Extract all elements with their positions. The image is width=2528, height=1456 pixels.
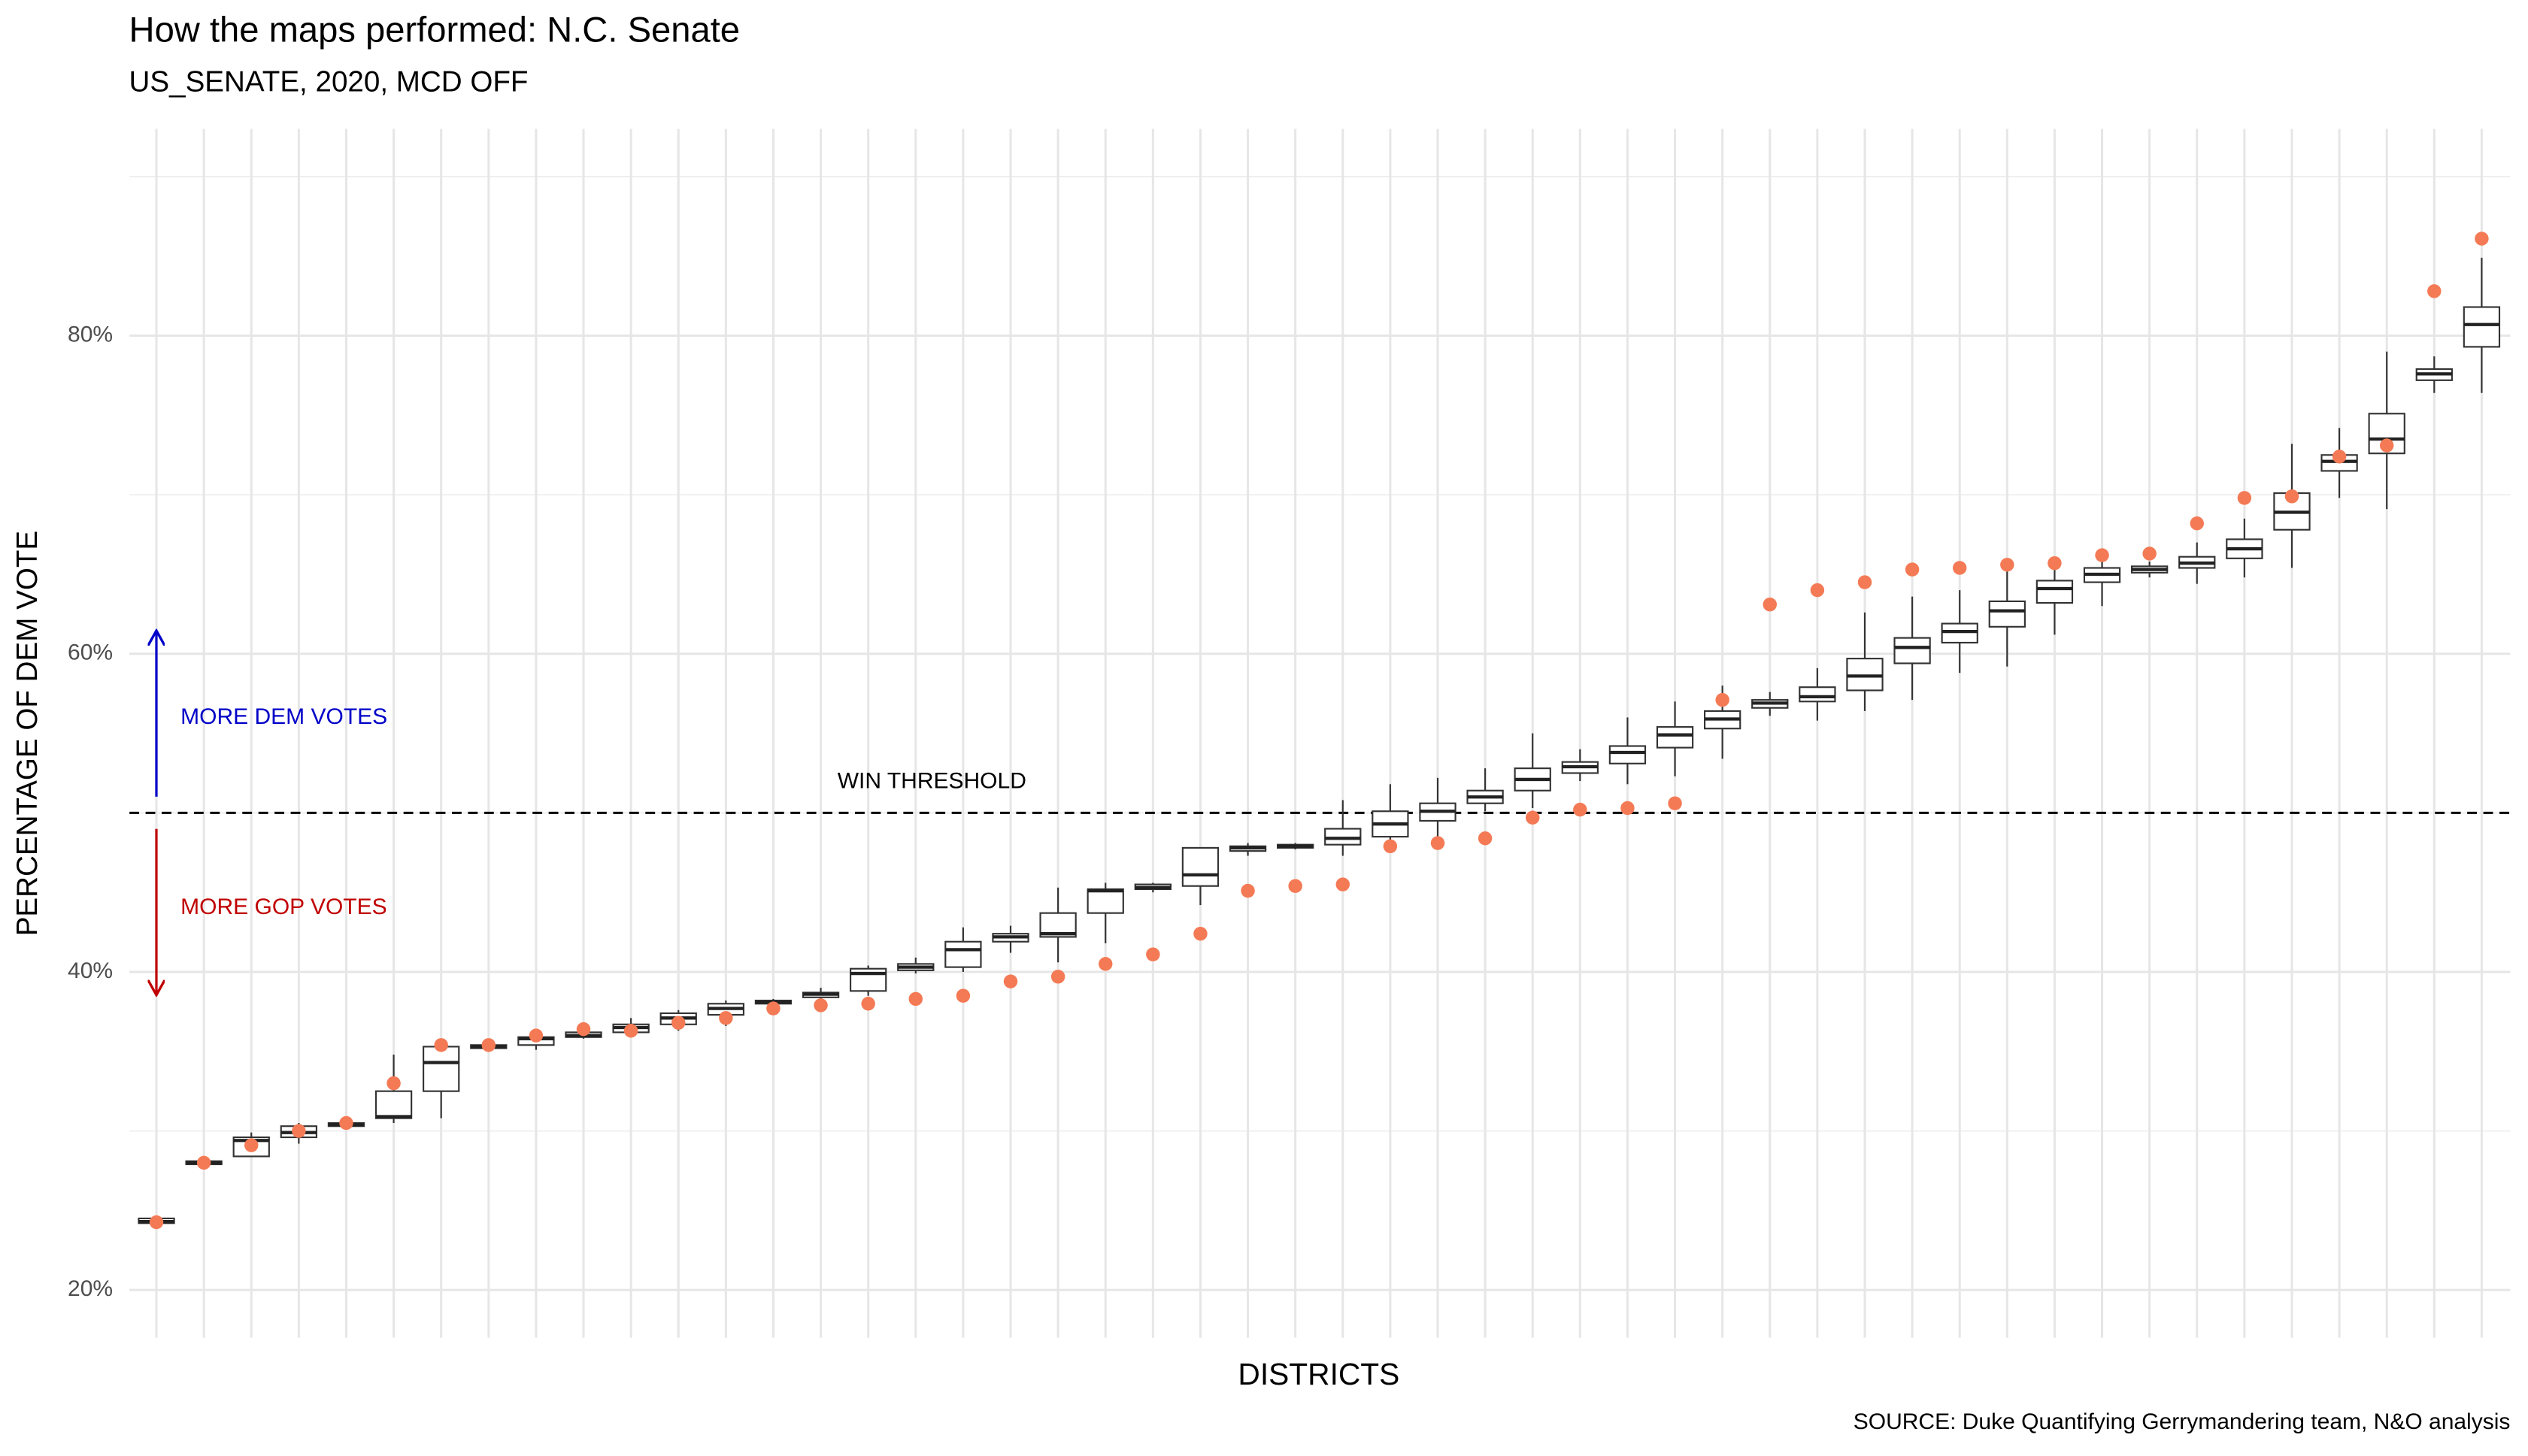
enacted-point: [766, 1001, 781, 1016]
enacted-point: [2284, 489, 2299, 504]
enacted-point: [339, 1115, 353, 1131]
enacted-point: [576, 1022, 591, 1037]
enacted-point: [386, 1076, 401, 1091]
box: [1893, 637, 1931, 664]
enacted-point: [956, 988, 971, 1003]
enacted-point: [1478, 831, 1493, 846]
enacted-point: [244, 1138, 259, 1152]
enacted-point: [671, 1016, 686, 1030]
dem-label: MORE DEM VOTES: [180, 704, 387, 729]
y-axis-title: PERCENTAGE OF DEM VOTE: [11, 531, 44, 936]
y-tick-label: 80%: [68, 322, 113, 347]
y-tick-label: 60%: [68, 640, 113, 665]
enacted-point: [2048, 555, 2062, 571]
enacted-point: [1763, 597, 1777, 612]
enacted-point: [529, 1028, 544, 1043]
enacted-point: [434, 1038, 448, 1052]
box: [2463, 306, 2501, 348]
enacted-point: [2142, 546, 2157, 561]
enacted-point: [196, 1155, 211, 1170]
enacted-point: [2379, 438, 2394, 453]
enacted-point: [2000, 558, 2014, 572]
enacted-point: [1810, 583, 1825, 598]
enacted-point: [1241, 883, 1255, 898]
chart-title: How the maps performed: N.C. Senate: [129, 9, 741, 49]
enacted-point: [2237, 491, 2252, 505]
enacted-point: [292, 1124, 306, 1138]
enacted-point: [1288, 879, 1302, 893]
box: [1608, 745, 1647, 764]
enacted-point: [1003, 974, 1018, 988]
enacted-point: [1857, 575, 1872, 589]
enacted-point: [719, 1011, 733, 1025]
enacted-point: [814, 998, 828, 1013]
enacted-point: [1050, 970, 1065, 984]
enacted-point: [1146, 947, 1160, 961]
enacted-point: [1905, 562, 1920, 577]
box: [374, 1090, 413, 1119]
enacted-point: [2427, 284, 2442, 298]
threshold-label: WIN THRESHOLD: [838, 769, 1026, 794]
source-note: SOURCE: Duke Quantifying Gerrymandering …: [1854, 1409, 2511, 1434]
enacted-point: [2475, 232, 2489, 246]
enacted-point: [149, 1215, 164, 1230]
enacted-point: [1668, 796, 1682, 810]
box: [944, 940, 982, 968]
gop-label: MORE GOP VOTES: [180, 894, 387, 919]
enacted-point: [908, 991, 923, 1006]
enacted-point: [623, 1024, 638, 1038]
enacted-point: [1715, 692, 1729, 707]
enacted-point: [1383, 839, 1398, 854]
y-tick-label: 40%: [68, 958, 113, 983]
box: [1799, 686, 1836, 703]
enacted-point: [861, 997, 875, 1011]
box: [1656, 726, 1694, 749]
chart-subtitle: US_SENATE, 2020, MCD OFF: [129, 66, 529, 98]
enacted-point: [1620, 801, 1635, 816]
enacted-point: [1952, 561, 1967, 575]
box: [2035, 580, 2074, 604]
enacted-point: [1430, 836, 1445, 850]
enacted-point: [2332, 450, 2347, 464]
enacted-point: [1193, 926, 1208, 941]
box: [1181, 846, 1220, 887]
enacted-point: [1525, 810, 1540, 825]
grid: [129, 129, 2511, 1338]
enacted-point: [2095, 548, 2109, 562]
x-axis-title: DISTRICTS: [1238, 1357, 1399, 1391]
enacted-point: [1335, 877, 1350, 891]
enacted-point: [2190, 516, 2204, 531]
box: [1087, 888, 1124, 914]
enacted-point: [1573, 802, 1587, 817]
enacted-point: [481, 1038, 496, 1052]
box: [423, 1046, 460, 1092]
box: [1988, 600, 2026, 628]
y-tick-label: 20%: [68, 1276, 113, 1301]
enacted-point: [1099, 957, 1113, 971]
